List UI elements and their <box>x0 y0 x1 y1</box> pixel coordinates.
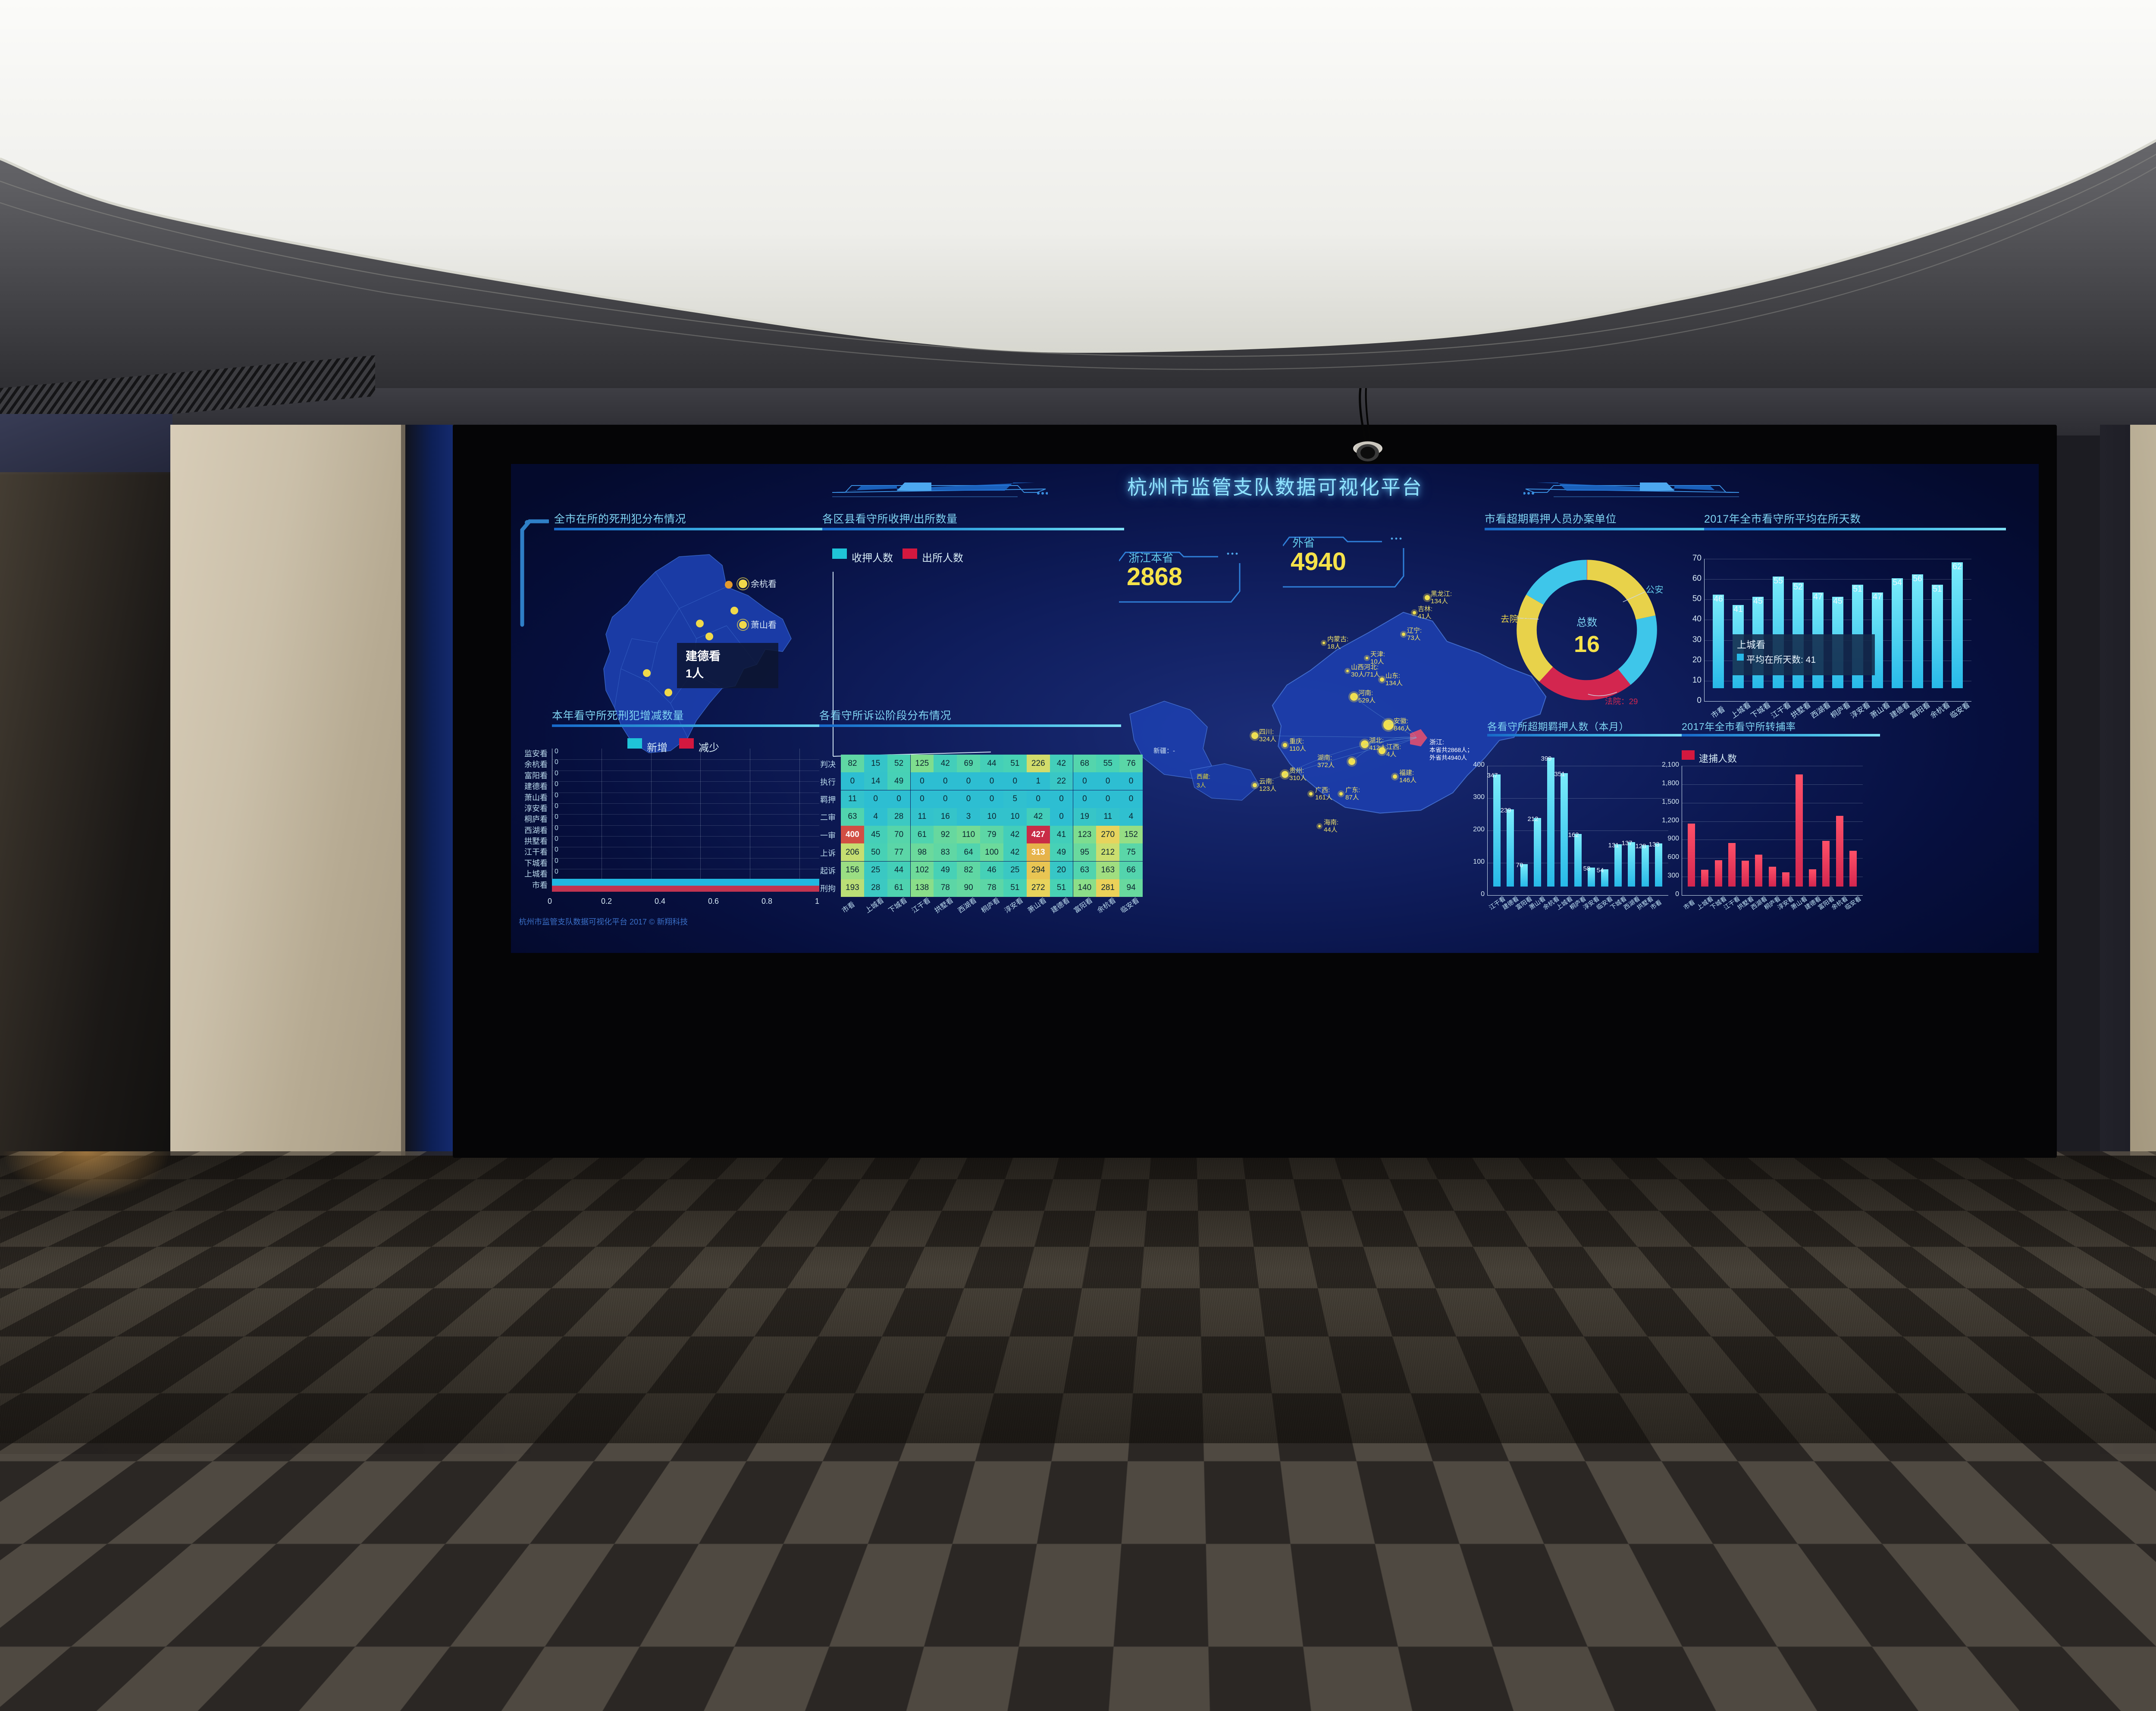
svg-text:123人: 123人 <box>1259 785 1276 793</box>
svg-text:去院:34: 去院:34 <box>1501 614 1530 624</box>
svg-text:372人: 372人 <box>1317 761 1335 769</box>
svg-text:44人: 44人 <box>1324 826 1338 834</box>
svg-text:建德看: 建德看 <box>686 650 721 663</box>
svg-text:云南:: 云南: <box>1259 778 1274 785</box>
svg-text:山西河北:: 山西河北: <box>1351 664 1379 671</box>
svg-text:本省共2868人；: 本省共2868人； <box>1429 746 1473 754</box>
svg-text:324人: 324人 <box>1259 736 1276 743</box>
svg-text:法院：29: 法院：29 <box>1605 697 1638 706</box>
svg-text:新疆：-: 新疆：- <box>1153 747 1175 755</box>
svg-text:4人: 4人 <box>1386 751 1396 758</box>
svg-text:134人: 134人 <box>1431 598 1448 605</box>
svg-text:广东:: 广东: <box>1345 787 1360 794</box>
svg-text:146人: 146人 <box>1399 777 1416 784</box>
svg-text:公安: 公安 <box>1646 585 1664 595</box>
svg-text:134人: 134人 <box>1385 680 1403 687</box>
svg-text:黑龙江:: 黑龙江: <box>1431 590 1452 598</box>
svg-text:3人: 3人 <box>1197 782 1206 789</box>
svg-text:浙江:: 浙江: <box>1429 739 1444 746</box>
svg-text:18人: 18人 <box>1327 643 1341 650</box>
svg-text:41人: 41人 <box>1418 613 1432 620</box>
svg-text:529人: 529人 <box>1358 697 1376 704</box>
svg-text:16: 16 <box>1574 631 1600 657</box>
svg-text:吉林:: 吉林: <box>1418 605 1432 613</box>
svg-text:余杭看: 余杭看 <box>751 579 777 589</box>
svg-text:30人/71人: 30人/71人 <box>1351 671 1380 678</box>
svg-text:1人: 1人 <box>686 667 704 680</box>
svg-text:总数: 总数 <box>1576 617 1597 629</box>
svg-text:110人: 110人 <box>1289 745 1306 752</box>
svg-text:萧山看: 萧山看 <box>751 620 777 630</box>
svg-text:山东:: 山东: <box>1385 672 1400 680</box>
svg-text:辽宁:: 辽宁: <box>1407 627 1422 634</box>
svg-text:西藏:: 西藏: <box>1197 773 1210 780</box>
svg-text:310人: 310人 <box>1289 774 1307 782</box>
svg-text:河南:: 河南: <box>1358 689 1373 697</box>
svg-text:重庆:: 重庆: <box>1289 738 1304 745</box>
svg-text:161人: 161人 <box>1315 794 1332 801</box>
svg-text:福建:: 福建: <box>1399 769 1414 777</box>
svg-text:73人: 73人 <box>1407 634 1421 642</box>
svg-text:内蒙古:: 内蒙古: <box>1327 636 1348 643</box>
svg-text:贵州:: 贵州: <box>1289 767 1304 774</box>
svg-text:外省共4940人: 外省共4940人 <box>1429 754 1467 761</box>
svg-text:海南:: 海南: <box>1324 819 1338 826</box>
svg-text:天津:: 天津: <box>1370 651 1385 658</box>
svg-text:四川:: 四川: <box>1259 728 1274 736</box>
svg-text:广西:: 广西: <box>1315 787 1330 794</box>
svg-text:87人: 87人 <box>1345 794 1359 801</box>
